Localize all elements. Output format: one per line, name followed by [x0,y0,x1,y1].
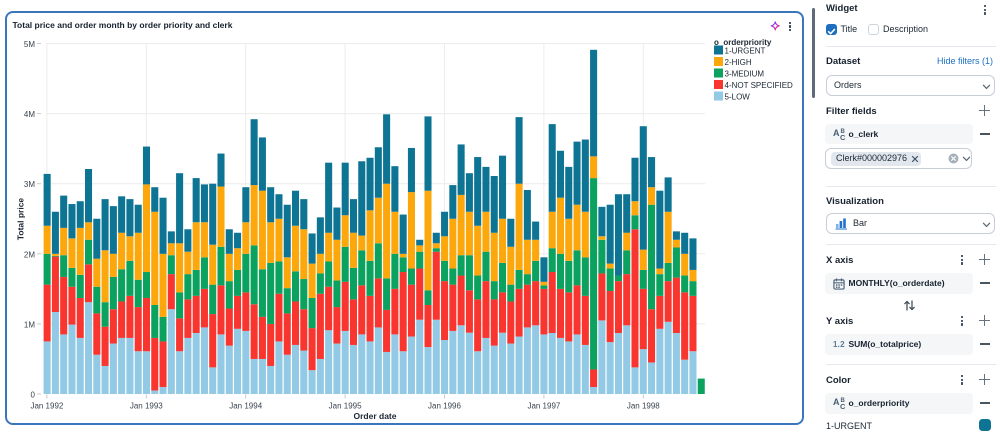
svg-text:5-LOW: 5-LOW [725,93,751,102]
svg-text:4-NOT SPECIFIED: 4-NOT SPECIFIED [725,81,794,90]
svg-text:1M: 1M [24,320,35,329]
svg-text:Jan 1994: Jan 1994 [229,402,262,411]
svg-text:A: A [833,397,840,407]
svg-text:Jan 1995: Jan 1995 [329,402,362,411]
svg-text:C: C [840,133,846,141]
svg-text:1-URGENT: 1-URGENT [725,47,766,56]
svg-text:Jan 1996: Jan 1996 [428,402,461,411]
svg-text:Jan 1998: Jan 1998 [627,402,660,411]
svg-text:4M: 4M [24,110,35,119]
svg-text:Jan 1992: Jan 1992 [30,402,63,411]
svg-text:A: A [833,128,840,138]
svg-text:3M: 3M [24,180,35,189]
svg-text:0: 0 [31,391,36,400]
svg-text:Order date: Order date [354,411,397,421]
svg-text:Total price: Total price [16,198,26,241]
svg-text:3-MEDIUM: 3-MEDIUM [725,70,765,79]
svg-text:B: B [841,398,846,404]
svg-text:2M: 2M [24,250,35,259]
svg-text:2-HIGH: 2-HIGH [725,58,752,67]
svg-text:C: C [840,402,846,410]
svg-text:o_orderpriority: o_orderpriority [714,38,772,47]
svg-text:5M: 5M [24,40,35,49]
svg-text:B: B [841,129,846,135]
svg-text:Jan 1997: Jan 1997 [527,402,560,411]
svg-text:Jan 1993: Jan 1993 [130,402,163,411]
